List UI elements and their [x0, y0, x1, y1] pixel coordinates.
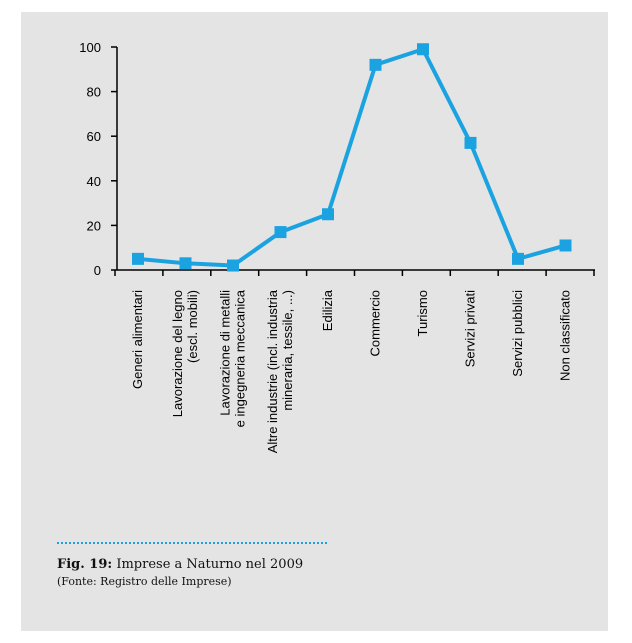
figure-caption: Fig. 19: Imprese a Naturno nel 2009 (Fon…: [57, 557, 457, 588]
category-label: Lavorazione del legno: [170, 290, 185, 417]
category-label: e ingegneria meccanica: [233, 289, 248, 427]
series-line: [137, 47, 567, 268]
category-label: Servizi privati: [463, 290, 478, 367]
y-tick-label: 80: [87, 85, 101, 100]
category-label: Lavorazione di metalli: [218, 290, 233, 416]
x-ticks: [114, 270, 595, 276]
data-point: [417, 43, 429, 56]
figure-number: Fig. 19:: [57, 557, 113, 572]
y-tick-label: 20: [87, 218, 101, 233]
y-tick-label: 40: [87, 174, 101, 189]
category-label: Non classificato: [558, 290, 573, 381]
category-label: (escl. mobili): [185, 290, 200, 363]
category-label: Turismo: [415, 290, 430, 336]
y-ticks: 0 20 40 60 80 100: [79, 40, 117, 278]
figure-source: (Fonte: Registro delle Imprese): [57, 575, 232, 588]
caption-title-line: Fig. 19: Imprese a Naturno nel 2009: [57, 557, 457, 572]
y-tick-label: 100: [79, 40, 101, 55]
data-point: [322, 208, 334, 221]
data-point: [512, 252, 524, 265]
data-point: [274, 226, 287, 239]
category-label: Commercio: [368, 290, 383, 356]
category-labels: Generi alimentari Lavorazione del legno (e…: [130, 289, 573, 453]
data-point: [227, 259, 239, 272]
caption-divider: [57, 542, 327, 544]
category-label: Generi alimentari: [130, 290, 145, 389]
chart-axes: [116, 47, 595, 271]
y-tick-label: 60: [87, 129, 101, 144]
category-label: Altre industrie (incl. industria: [265, 289, 280, 453]
data-point: [559, 239, 572, 252]
data-point: [369, 58, 382, 71]
data-points: [132, 43, 572, 272]
category-label: mineraria, tessile, ...): [280, 290, 295, 411]
data-point: [464, 136, 477, 149]
data-point: [132, 252, 144, 265]
category-label: Servizi pubblici: [510, 290, 525, 377]
figure-title: Imprese a Naturno nel 2009: [112, 557, 304, 572]
category-label: Edilizia: [320, 289, 335, 331]
y-tick-label: 0: [94, 263, 101, 278]
data-point: [179, 257, 192, 270]
figure-panel: [21, 12, 608, 631]
